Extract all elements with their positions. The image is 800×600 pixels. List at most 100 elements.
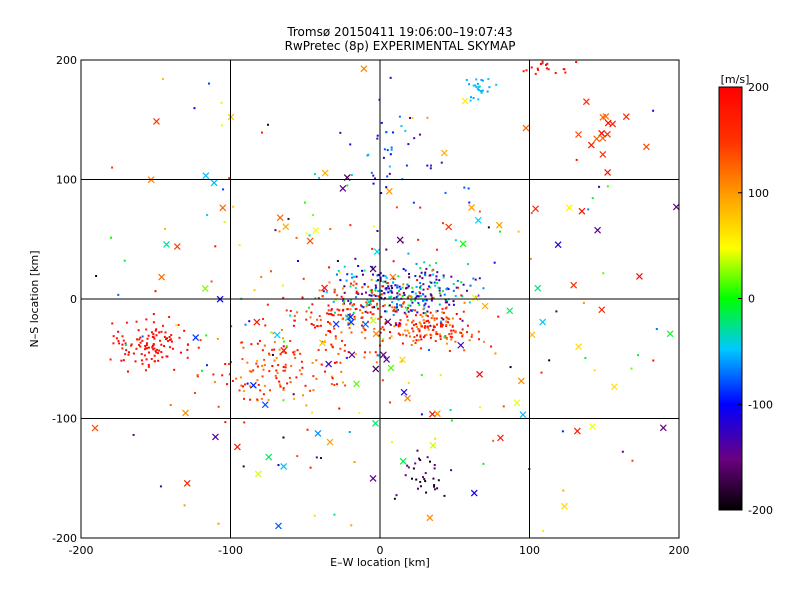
data-point-x	[173, 243, 181, 250]
data-point	[324, 348, 327, 351]
data-point	[431, 296, 434, 299]
data-point	[317, 297, 320, 300]
data-point	[370, 291, 373, 294]
data-point	[419, 459, 422, 462]
data-point	[372, 312, 375, 315]
data-point	[385, 131, 388, 134]
data-point	[124, 344, 127, 347]
data-point	[144, 344, 147, 347]
data-point	[180, 351, 183, 354]
data-point	[323, 341, 326, 344]
data-point	[427, 285, 430, 288]
data-point-x	[588, 423, 596, 430]
data-point	[428, 264, 431, 267]
data-point	[151, 335, 154, 338]
data-point	[429, 167, 432, 170]
data-point	[429, 311, 432, 314]
data-point	[419, 281, 422, 284]
data-point	[369, 289, 372, 292]
data-point	[449, 409, 452, 412]
data-point	[173, 368, 176, 371]
data-point	[178, 336, 181, 339]
data-point-x	[318, 339, 326, 347]
data-point	[242, 346, 245, 349]
data-point	[396, 284, 399, 287]
data-point-x	[280, 346, 288, 354]
data-point	[403, 311, 406, 314]
data-point	[154, 349, 157, 352]
data-point	[562, 489, 565, 492]
data-point	[461, 319, 464, 322]
data-point	[398, 322, 401, 325]
data-point	[199, 339, 202, 342]
data-point	[478, 85, 481, 88]
data-point	[450, 275, 453, 278]
data-point	[168, 338, 171, 341]
data-point-x	[429, 442, 437, 449]
data-point	[243, 397, 246, 400]
data-point	[561, 430, 564, 433]
data-point	[477, 330, 480, 333]
data-point	[410, 343, 413, 346]
data-point	[606, 185, 609, 188]
data-point	[602, 272, 605, 275]
data-point	[378, 334, 381, 337]
data-point	[502, 405, 505, 408]
data-point	[448, 303, 451, 306]
data-point	[327, 320, 330, 323]
data-point	[334, 337, 337, 340]
data-point	[474, 278, 477, 281]
data-point	[423, 326, 426, 329]
y-axis-label: N–S location [km]	[28, 250, 41, 347]
data-point	[374, 294, 377, 297]
data-point	[383, 292, 386, 295]
data-point	[433, 467, 436, 470]
data-point	[395, 303, 398, 306]
data-point	[402, 333, 405, 336]
data-point	[375, 279, 378, 282]
data-point	[293, 397, 296, 400]
data-point	[384, 275, 387, 278]
data-point	[315, 377, 318, 380]
data-point	[525, 69, 528, 72]
data-point-x	[495, 221, 503, 229]
data-point	[416, 334, 419, 337]
data-point	[429, 293, 432, 296]
data-point	[383, 304, 386, 307]
data-point-x	[575, 131, 582, 138]
data-point	[341, 381, 344, 384]
data-point	[399, 319, 402, 322]
y-tick-label: 200	[56, 54, 77, 67]
data-point	[415, 262, 418, 265]
data-point	[380, 296, 383, 299]
data-point	[350, 524, 353, 527]
data-point	[424, 325, 427, 328]
data-point	[340, 331, 343, 334]
data-point	[402, 291, 405, 294]
data-point	[363, 356, 366, 359]
data-point	[406, 307, 409, 310]
data-point	[389, 153, 392, 156]
data-point	[434, 488, 437, 491]
data-point	[111, 322, 114, 325]
data-point	[213, 380, 216, 383]
data-point	[382, 338, 385, 341]
data-point	[424, 312, 427, 315]
data-point	[482, 462, 485, 465]
data-point	[151, 344, 154, 347]
data-point-x	[522, 124, 530, 132]
data-point	[282, 387, 285, 390]
data-point	[333, 513, 336, 516]
data-point	[130, 343, 133, 346]
data-point	[554, 72, 557, 75]
data-point	[461, 335, 464, 338]
data-point	[269, 270, 272, 273]
data-point	[452, 329, 455, 332]
data-point	[393, 497, 396, 500]
data-point	[390, 146, 393, 149]
data-point	[121, 347, 124, 350]
data-point	[483, 340, 486, 343]
data-point	[304, 384, 307, 387]
data-point	[332, 314, 335, 317]
data-point	[429, 164, 432, 167]
